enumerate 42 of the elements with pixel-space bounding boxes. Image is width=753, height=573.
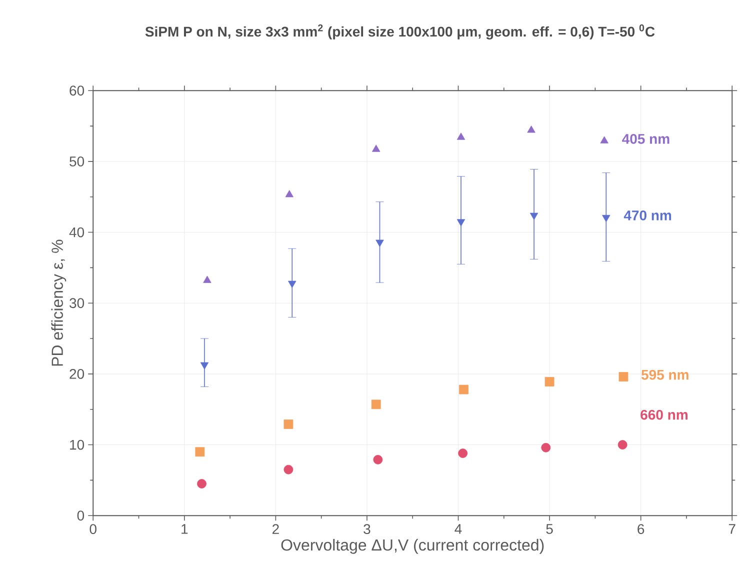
point: [600, 136, 608, 144]
x-axis-title: Overvoltage ΔU,V (current corrected): [281, 538, 544, 554]
y-tick-label: 60: [70, 86, 84, 96]
point: [618, 372, 628, 382]
y-tick-label: 20: [70, 368, 84, 379]
series-label: 595 nm: [641, 370, 688, 380]
point: [458, 448, 468, 458]
point: [285, 190, 294, 198]
point: [527, 126, 536, 133]
point: [288, 280, 296, 288]
point: [544, 377, 554, 386]
x-tick-label: 1: [182, 524, 188, 534]
y-tick-label: 30: [70, 298, 84, 308]
chart-title: SiPM P on N, size 3x3 mm$^{2}$ (pixel size 100x100 μm, geom. eff. = 0,6) T=-50 $^{0}$C: [145, 24, 655, 40]
x-tick-label: 0: [90, 524, 96, 534]
point: [284, 420, 294, 429]
y-tick-label: 0: [77, 510, 84, 521]
x-tick-label: 5: [546, 524, 553, 534]
point: [197, 479, 206, 488]
point: [618, 440, 628, 450]
x-tick-label: 2: [272, 524, 279, 534]
series-label: 405 nm: [622, 134, 670, 144]
y-tick-label: 10: [70, 440, 84, 450]
point: [373, 454, 383, 464]
point: [284, 464, 294, 474]
point: [456, 132, 466, 140]
x-tick-label: 4: [454, 524, 462, 534]
series-label: 660 nm: [640, 410, 688, 420]
point: [541, 442, 551, 452]
series-label: 470 nm: [624, 210, 672, 220]
x-tick-label: 7: [728, 524, 736, 534]
y-tick-label: 50: [70, 156, 84, 166]
x-tick-label: 6: [638, 524, 644, 534]
y-tick-label: 40: [69, 227, 84, 238]
point: [195, 447, 205, 457]
x-tick-label: 3: [364, 524, 370, 534]
point: [203, 276, 212, 283]
point: [371, 400, 381, 410]
point: [200, 362, 209, 370]
point: [372, 144, 380, 152]
point: [459, 384, 468, 394]
y-axis-title: PD efficiency ε, %: [51, 240, 66, 366]
